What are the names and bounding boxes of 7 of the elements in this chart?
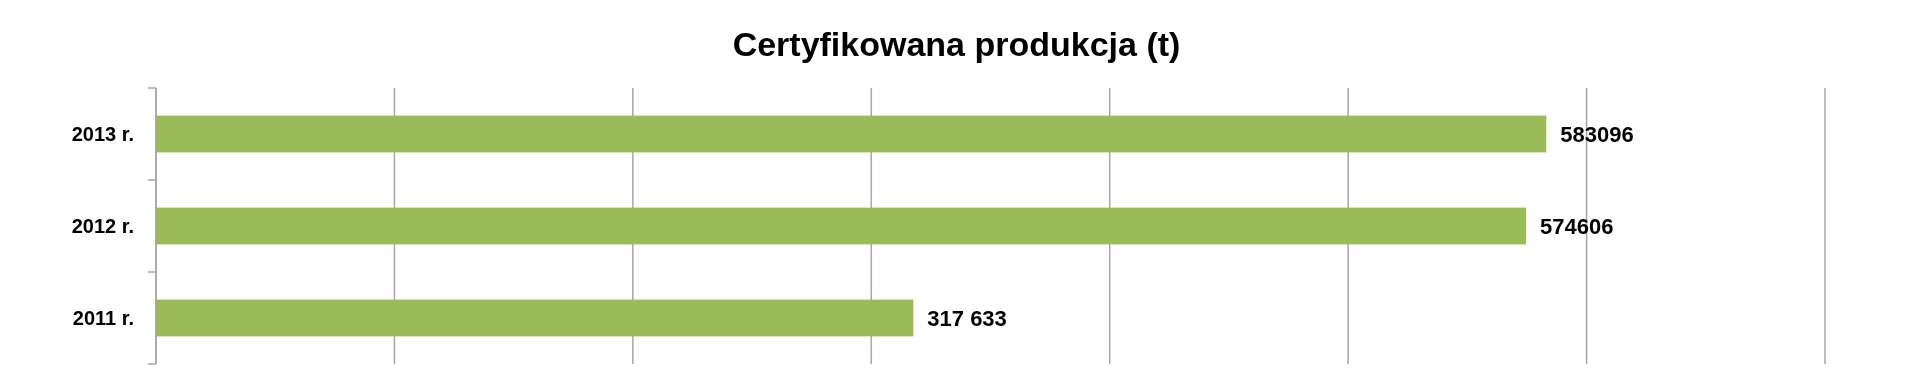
y-tick-label: 2011 r. [72, 307, 134, 329]
data-label: 583096 [1560, 121, 1634, 147]
y-tick-label: 2012 r. [71, 215, 134, 237]
data-label: 574606 [1540, 213, 1614, 239]
data-label: 317 633 [927, 305, 1007, 331]
chart-title: Certyfikowana produkcja (t) [732, 25, 1181, 63]
y-tick-label: 2013 r. [71, 123, 134, 145]
